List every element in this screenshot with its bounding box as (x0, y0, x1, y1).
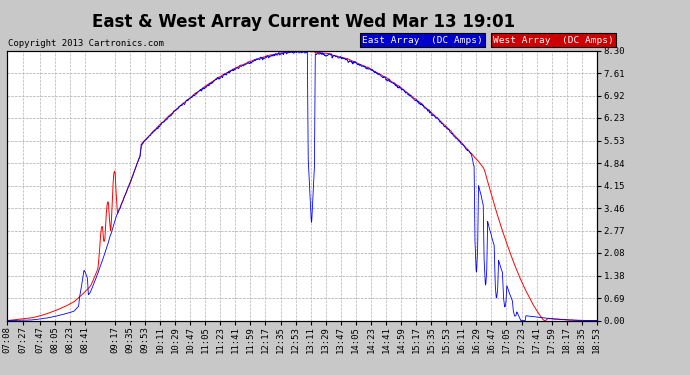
Text: West Array  (DC Amps): West Array (DC Amps) (493, 36, 614, 45)
Text: East & West Array Current Wed Mar 13 19:01: East & West Array Current Wed Mar 13 19:… (92, 13, 515, 31)
Text: Copyright 2013 Cartronics.com: Copyright 2013 Cartronics.com (8, 39, 164, 48)
Text: East Array  (DC Amps): East Array (DC Amps) (362, 36, 483, 45)
